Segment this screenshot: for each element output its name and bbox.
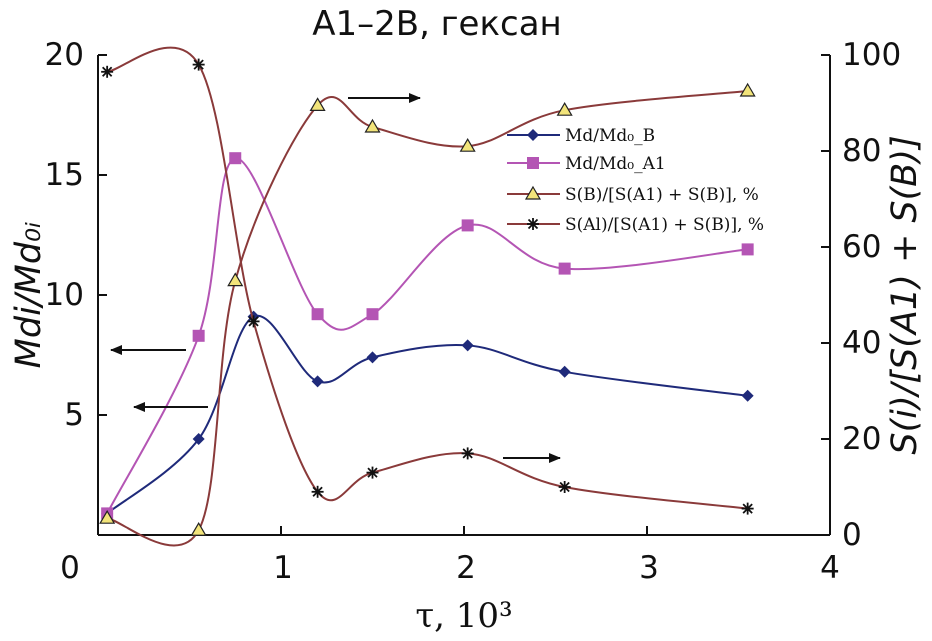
data-point-sal-1 [192,58,205,71]
data-point-md-b-6 [558,365,571,378]
y-left-tick-label-10: 10 [45,277,84,313]
data-point-sb-3 [309,97,326,111]
data-point-md-a1-4 [366,308,379,321]
x-tick-label-3: 3 [639,550,659,586]
data-point-md-b-7 [741,389,754,402]
series-sb [99,82,756,547]
data-point-sb-2 [227,272,244,287]
legend-marker-diamond [527,129,539,141]
legend-item-sb: S(B)/[S(A1) + S(B)], % [507,185,759,205]
x-tick-label-2: 2 [456,550,476,586]
data-point-sb-1 [190,522,207,536]
series-line-md-b [106,314,748,515]
x-axis-label: τ, 10³ [415,596,512,636]
x-tick-group [280,526,648,535]
data-point-md-a1-1 [192,329,205,342]
series-md-a1 [101,152,754,520]
legend: Md/Md₀_B Md/Md₀_A1 S(B)/[S(A1) + S(B)], … [507,126,764,235]
y-right-tick-label-80: 80 [842,133,881,169]
y-left-axis-label: Mdi/Md₀ᵢ [9,222,49,369]
legend-marker-square [527,157,539,169]
series-md-b [101,310,754,520]
data-point-sal-3 [311,485,324,498]
legend-item-md-b: Md/Md₀_B [507,126,655,146]
data-point-sal-6 [558,481,571,493]
y-left-tick-label-15: 15 [45,157,84,193]
y-right-tick-label-60: 60 [842,229,881,265]
legend-label-md-b: Md/Md₀_B [565,126,655,146]
legend-item-sal: S(Al)/[S(A1) + S(B)], % [507,215,764,235]
x-tick-label-4: 4 [820,550,840,586]
data-point-sb-7 [739,82,756,97]
data-point-md-b-3 [311,375,324,388]
series-sal [101,46,754,515]
data-point-sal-5 [461,447,474,460]
series-layer [99,46,756,547]
legend-item-md-a1: Md/Md₀_A1 [507,154,666,174]
legend-label-md-a1: Md/Md₀_A1 [565,154,666,174]
y-right-tick-label-20: 20 [842,421,881,457]
chart-title: A1–2B, гексан [312,4,562,44]
x-tick-label-1: 1 [273,550,293,586]
data-point-md-b-1 [192,433,205,445]
data-point-md-a1-6 [558,262,571,275]
data-point-sb-6 [556,102,573,116]
y-right-axis-label: S(i)/[S(A1) + S(B)] [885,135,925,454]
legend-label-sal: S(Al)/[S(A1) + S(B)], % [565,215,764,235]
data-point-sal-4 [366,466,379,479]
legend-marker-triangle [524,185,542,200]
legend-marker-asterisk [527,218,539,230]
data-point-md-a1-7 [741,243,754,256]
data-point-md-b-5 [461,339,474,352]
data-point-md-a1-3 [311,308,324,321]
y-left-tick-label-5: 5 [64,397,84,433]
y-right-tick-label-0: 0 [842,517,862,553]
data-point-md-a1-2 [229,152,242,165]
data-point-md-b-4 [366,351,379,364]
data-point-sal-2 [247,315,260,328]
data-point-sb-5 [459,138,476,152]
y-right-tick-label-40: 40 [842,325,881,361]
y-left-tick-group [98,54,107,416]
data-point-sb-4 [364,118,381,133]
x-tick-label-0: 0 [60,550,80,586]
y-right-tick-group [821,54,830,536]
legend-label-sb: S(B)/[S(A1) + S(B)], % [565,185,759,205]
data-point-sb-0 [99,510,116,524]
data-point-sal-7 [741,502,754,515]
y-left-tick-label-20: 20 [45,37,84,73]
y-right-tick-label-100: 100 [842,37,901,73]
data-point-md-a1-5 [461,219,474,232]
data-point-sal-0 [101,65,114,78]
